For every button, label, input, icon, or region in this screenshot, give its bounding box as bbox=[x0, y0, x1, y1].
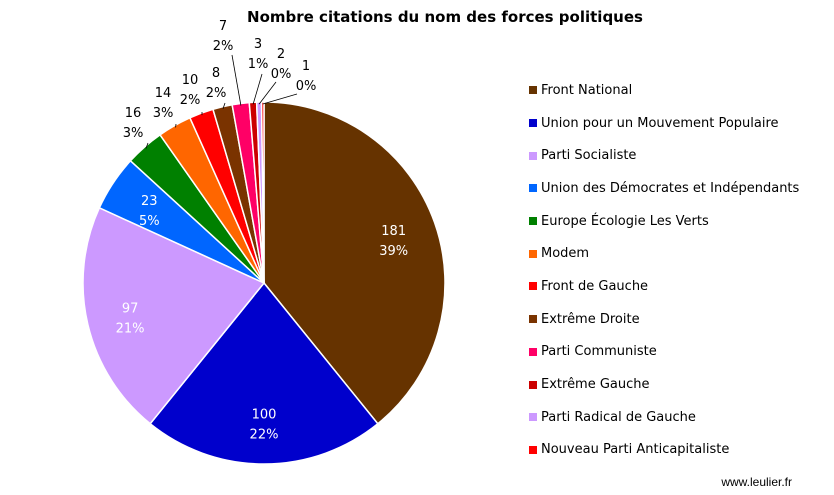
data-label-percent-11: 0% bbox=[271, 67, 292, 82]
data-label-value-2: 100 bbox=[252, 408, 277, 423]
leader-line-8 bbox=[222, 102, 226, 109]
leader-line-10 bbox=[252, 73, 263, 105]
legend-item-9: Parti Communiste bbox=[529, 336, 799, 369]
legend-item-10: Extrême Gauche bbox=[529, 368, 799, 401]
legend-label-7: Front de Gauche bbox=[541, 278, 649, 294]
data-label-percent-7: 2% bbox=[180, 93, 201, 108]
data-label-percent-2: 22% bbox=[250, 428, 279, 443]
legend-swatch-3 bbox=[529, 151, 537, 160]
data-label-value-8: 8 bbox=[212, 66, 220, 81]
legend-item-8: Extrême Droite bbox=[529, 303, 799, 336]
data-label-percent-6: 3% bbox=[153, 106, 174, 121]
pie-slice-12 bbox=[260, 101, 265, 284]
legend-swatch-2 bbox=[529, 119, 537, 128]
legend-label-1: Front National bbox=[541, 82, 633, 98]
pie-slice-1 bbox=[263, 101, 446, 425]
legend-item-5: Europe Écologie Les Verts bbox=[529, 205, 799, 238]
data-label-value-4: 23 bbox=[141, 194, 158, 209]
legend-swatch-11 bbox=[529, 413, 537, 422]
legend-item-3: Parti Socialiste bbox=[529, 139, 799, 172]
legend-item-7: Front de Gauche bbox=[529, 270, 799, 303]
pie-slice-2 bbox=[149, 281, 379, 465]
legend-item-4: Union des Démocrates et Indépendants bbox=[529, 172, 799, 205]
data-label-value-7: 10 bbox=[182, 73, 199, 88]
data-label-percent-1: 39% bbox=[379, 244, 408, 259]
legend-item-12: Nouveau Parti Anticapitaliste bbox=[529, 434, 799, 467]
legend-label-2: Union pour un Mouvement Populaire bbox=[541, 115, 779, 131]
leader-line-12 bbox=[262, 93, 298, 105]
data-label-percent-10: 1% bbox=[248, 57, 269, 72]
data-label-value-1: 181 bbox=[381, 224, 406, 239]
source-credit: www.leulier.fr bbox=[721, 475, 792, 489]
legend-label-5: Europe Écologie Les Verts bbox=[541, 213, 709, 229]
legend-label-9: Parti Communiste bbox=[541, 344, 657, 360]
legend-swatch-8 bbox=[529, 315, 537, 324]
legend-label-6: Modem bbox=[541, 246, 590, 262]
data-label-value-10: 3 bbox=[254, 37, 262, 52]
legend-label-11: Parti Radical de Gauche bbox=[541, 409, 696, 425]
legend-swatch-12 bbox=[529, 445, 537, 454]
data-label-value-12: 1 bbox=[302, 59, 310, 74]
legend-label-10: Extrême Gauche bbox=[541, 377, 650, 393]
legend-label-8: Extrême Droite bbox=[541, 311, 640, 327]
data-label-percent-8: 2% bbox=[206, 86, 227, 101]
data-label-percent-4: 5% bbox=[139, 214, 160, 229]
leader-line-11 bbox=[258, 81, 277, 105]
legend-swatch-9 bbox=[529, 347, 537, 356]
chart-title: Nombre citations du nom des forces polit… bbox=[247, 8, 643, 26]
data-label-percent-3: 21% bbox=[116, 322, 145, 337]
data-label-percent-9: 2% bbox=[213, 39, 234, 54]
legend-swatch-7 bbox=[529, 282, 537, 291]
data-label-value-3: 97 bbox=[122, 302, 139, 317]
legend-label-3: Parti Socialiste bbox=[541, 148, 637, 164]
data-label-value-9: 7 bbox=[219, 19, 227, 34]
data-label-value-11: 2 bbox=[277, 47, 285, 62]
legend-item-6: Modem bbox=[529, 237, 799, 270]
legend-swatch-4 bbox=[529, 184, 537, 193]
leader-line-5 bbox=[145, 142, 149, 149]
chart-legend: Front National Union pour un Mouvement Po… bbox=[529, 74, 799, 466]
data-label-percent-12: 0% bbox=[296, 79, 317, 94]
legend-item-11: Parti Radical de Gauche bbox=[529, 401, 799, 434]
data-label-value-6: 14 bbox=[155, 86, 172, 101]
data-label-percent-5: 3% bbox=[123, 126, 144, 141]
legend-swatch-5 bbox=[529, 217, 537, 226]
legend-item-1: Front National bbox=[529, 74, 799, 107]
legend-item-2: Union pour un Mouvement Populaire bbox=[529, 107, 799, 140]
legend-label-12: Nouveau Parti Anticapitaliste bbox=[541, 442, 730, 458]
pie-slice-3 bbox=[82, 206, 266, 425]
leader-line-9 bbox=[231, 54, 242, 106]
legend-swatch-10 bbox=[529, 380, 537, 389]
legend-label-4: Union des Démocrates et Indépendants bbox=[541, 180, 800, 196]
legend-swatch-1 bbox=[529, 86, 537, 95]
data-label-value-5: 16 bbox=[125, 106, 142, 121]
legend-swatch-6 bbox=[529, 249, 537, 258]
